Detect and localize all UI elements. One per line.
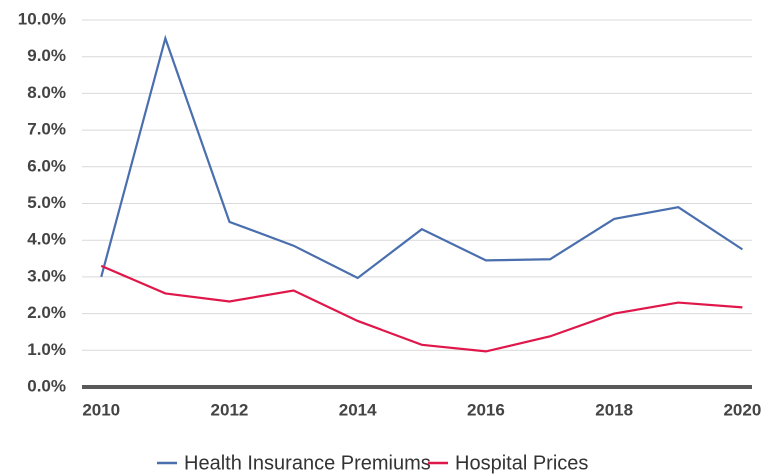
x-tick-label: 2012: [211, 400, 249, 419]
y-tick-label: 6.0%: [27, 156, 66, 175]
y-tick-label: 3.0%: [27, 266, 66, 285]
x-tick-label: 2016: [467, 400, 505, 419]
y-tick-label: 5.0%: [27, 193, 66, 212]
series-line: [100, 264, 743, 353]
x-tick-label: 2018: [595, 400, 633, 419]
x-tick-label: 2010: [82, 400, 120, 419]
x-tick-label: 2020: [723, 400, 761, 419]
y-tick-label: 8.0%: [27, 83, 66, 102]
y-tick-label: 7.0%: [27, 120, 66, 139]
series-line: [100, 34, 743, 280]
y-tick-label: 10.0%: [18, 9, 66, 28]
y-tick-label: 2.0%: [27, 303, 66, 322]
legend-label: Hospital Prices: [455, 452, 588, 474]
y-tick-label: 9.0%: [27, 46, 66, 65]
x-tick-label: 2014: [339, 400, 377, 419]
y-tick-label: 4.0%: [27, 230, 66, 249]
legend-label: Health Insurance Premiums: [184, 452, 431, 474]
y-tick-label: 0.0%: [27, 376, 66, 395]
y-tick-label: 1.0%: [27, 340, 66, 359]
